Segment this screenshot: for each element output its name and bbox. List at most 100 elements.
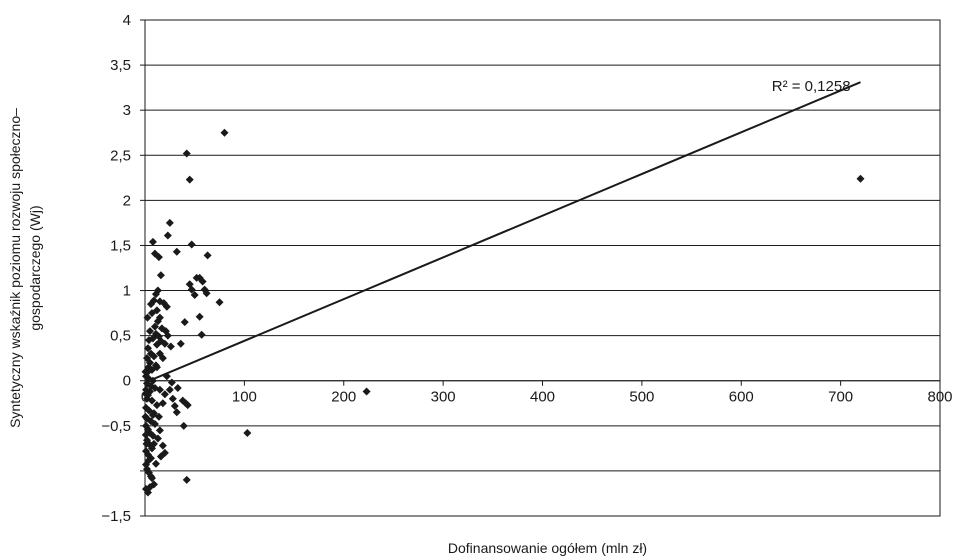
trendline xyxy=(144,81,861,384)
y-tick-label: 2 xyxy=(123,192,131,209)
y-tick-label: −1,5 xyxy=(101,508,131,525)
x-tick-label: 500 xyxy=(629,389,654,406)
y-tick-label: −0,5 xyxy=(101,418,131,435)
data-point xyxy=(182,475,191,484)
data-point xyxy=(197,330,206,339)
data-point xyxy=(183,401,192,410)
x-tick-label: 400 xyxy=(530,389,555,406)
data-point xyxy=(154,253,163,262)
data-point xyxy=(173,383,182,392)
data-point xyxy=(165,385,174,394)
data-points xyxy=(141,128,865,497)
data-point xyxy=(148,410,157,419)
data-point xyxy=(156,271,165,280)
x-tick-label: 200 xyxy=(331,389,356,406)
data-point xyxy=(187,240,196,249)
data-point xyxy=(141,367,150,376)
data-point xyxy=(145,483,154,492)
data-point xyxy=(166,342,175,351)
x-tick-label: 600 xyxy=(729,389,754,406)
data-point xyxy=(215,298,224,307)
y-tick-label: 0,5 xyxy=(110,328,131,345)
data-point xyxy=(172,247,181,256)
x-axis-ticks: 0100200300400500600700800 xyxy=(141,380,953,406)
y-axis-ticks: −1,5 −0,5 0 0,5 1 1,5 2 2,5 3 3,5 4 xyxy=(101,12,145,525)
data-point xyxy=(170,401,179,410)
y-tick-label: 2,5 xyxy=(110,147,131,164)
data-point xyxy=(143,313,152,322)
data-point xyxy=(163,231,172,240)
data-point xyxy=(147,396,156,405)
y-tick-label: 1,5 xyxy=(110,237,131,254)
data-point xyxy=(150,249,159,258)
data-point xyxy=(158,441,167,450)
y-tick-label: 3,5 xyxy=(110,57,131,74)
y-axis-title-line-1: Syntetyczny wskaźnik poziomu rozwoju spo… xyxy=(7,108,23,428)
data-point xyxy=(856,174,865,183)
data-point xyxy=(167,378,176,387)
data-point xyxy=(151,459,160,468)
data-point xyxy=(148,237,157,246)
data-point xyxy=(162,302,171,311)
data-point xyxy=(160,339,169,348)
y-tick-label: 4 xyxy=(123,12,131,29)
data-point xyxy=(153,317,162,326)
data-point xyxy=(150,420,159,429)
data-point xyxy=(143,344,152,353)
data-point xyxy=(187,285,196,294)
data-point xyxy=(146,472,155,481)
y-tick-label: 1 xyxy=(123,283,131,300)
y-axis-title: Syntetyczny wskaźnik poziomu rozwoju spo… xyxy=(7,108,43,428)
r-squared-annotation: R² = 0,1258 xyxy=(772,78,851,95)
data-point xyxy=(165,218,174,227)
data-point xyxy=(158,399,167,408)
data-point xyxy=(150,322,159,331)
data-point xyxy=(182,149,191,158)
plot-frame xyxy=(144,19,941,517)
data-point xyxy=(155,385,164,394)
data-point xyxy=(176,339,185,348)
x-tick-label: 300 xyxy=(431,389,456,406)
data-point xyxy=(141,412,150,421)
data-point xyxy=(155,426,164,435)
data-point xyxy=(190,291,199,300)
data-point xyxy=(149,352,158,361)
y-axis-title-line-2: gospodarczego (Wj) xyxy=(27,205,43,330)
data-point xyxy=(180,318,189,327)
data-point xyxy=(149,439,158,448)
data-point xyxy=(146,300,155,309)
x-axis-title: Dofinansowanie ogółem (mln zł) xyxy=(448,540,647,556)
data-point xyxy=(155,349,164,358)
data-point xyxy=(220,128,229,137)
x-tick-label: 100 xyxy=(232,389,257,406)
data-point xyxy=(142,439,151,448)
x-tick-label: 800 xyxy=(927,389,952,406)
data-point xyxy=(151,290,160,299)
data-point xyxy=(154,412,163,421)
data-point xyxy=(144,336,153,345)
y-tick-label: 0 xyxy=(123,373,131,390)
data-point xyxy=(141,430,150,439)
data-point xyxy=(243,429,252,438)
data-point xyxy=(202,289,211,298)
data-point xyxy=(198,277,207,286)
data-point xyxy=(203,251,212,260)
data-point xyxy=(145,327,154,336)
data-point xyxy=(163,331,172,340)
x-tick-label: 700 xyxy=(828,389,853,406)
data-point xyxy=(179,421,188,430)
data-point xyxy=(144,456,153,465)
data-point xyxy=(152,401,161,410)
y-tick-label: 3 xyxy=(123,102,131,119)
data-point xyxy=(160,390,169,399)
data-point xyxy=(152,340,161,349)
data-point xyxy=(153,434,162,443)
data-point xyxy=(147,309,156,318)
data-point xyxy=(362,387,371,396)
data-point xyxy=(156,452,165,461)
data-point xyxy=(195,312,204,321)
data-point xyxy=(192,273,201,282)
data-point xyxy=(168,394,177,403)
data-point xyxy=(185,175,194,184)
